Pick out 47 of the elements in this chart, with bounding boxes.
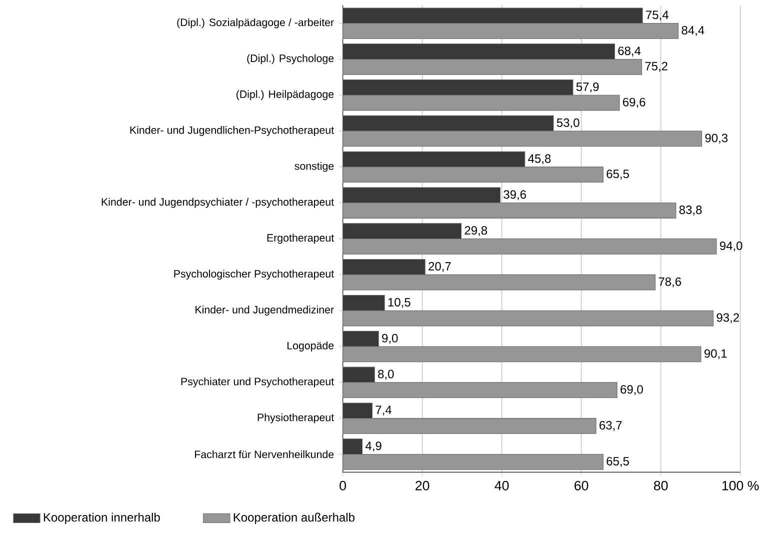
y-tick-label: (Dipl.) Sozialpädagoge / -arbeiter [177,18,334,28]
y-tick-label: Kinder- und Jugendlichen-Psychotherapeut [130,126,334,136]
data-label: 68,4 [618,46,641,56]
data-label: 84,4 [682,26,704,36]
x-tick-label: 20 [416,480,430,490]
data-label: 8,0 [378,370,394,380]
x-tick-label: 60 [574,480,588,490]
data-label: 90,3 [705,134,728,144]
data-label: 69,0 [620,385,643,395]
data-label: 7,4 [376,406,392,416]
x-tick-label: 100 % [722,480,759,490]
y-tick-label: Physiotherapeut [258,413,334,424]
y-tick-label: (Dipl.) Heilpädagoge [236,90,334,100]
data-label: 83,8 [679,205,702,216]
y-tick-label: Psychologischer Psychotherapeut [174,270,334,280]
y-tick-label: sonstige [294,162,334,172]
data-label: 29,8 [464,226,488,236]
data-label: 9,0 [382,334,398,344]
data-label: 94,0 [720,241,742,252]
y-tick-label: Logopäde [288,341,334,352]
data-label: 69,6 [623,98,646,108]
y-tick-label: Kinder- und Jugendpsychiater / -psychotherapeut [102,198,334,208]
data-label: 20,7 [428,262,451,272]
y-tick-label: Kinder- und Jugendmediziner [196,306,334,316]
x-tick-label: 80 [654,480,668,490]
data-label: 75,2 [645,62,668,72]
data-label: 90,1 [704,349,727,360]
y-tick-label: (Dipl.) Psychologe [247,54,334,64]
data-label: 65,5 [606,170,629,180]
data-label: 39,6 [504,190,526,200]
legend-label: Kooperation außerhalb [234,512,354,524]
y-tick-label: Ergotherapeut [267,234,334,244]
legend-label: Kooperation innerhalb [44,512,160,524]
y-tick-label: Psychiater und Psychotherapeut [181,377,334,388]
data-label: 53,0 [556,118,580,128]
y-tick-label: Facharzt für Nervenheilkunde [195,450,334,458]
data-label: 78,6 [658,277,682,288]
data-label: 57,9 [576,82,599,92]
data-label: 4,9 [365,441,382,452]
x-tick-label: 40 [494,480,509,490]
x-tick-label: 0 [340,480,346,490]
data-label: 10,5 [388,298,410,308]
data-label: 45,8 [528,154,551,164]
data-label: 93,2 [716,313,739,324]
data-label: 65,5 [606,456,629,467]
data-label: 63,7 [600,420,622,431]
data-label: 75,4 [646,10,668,20]
